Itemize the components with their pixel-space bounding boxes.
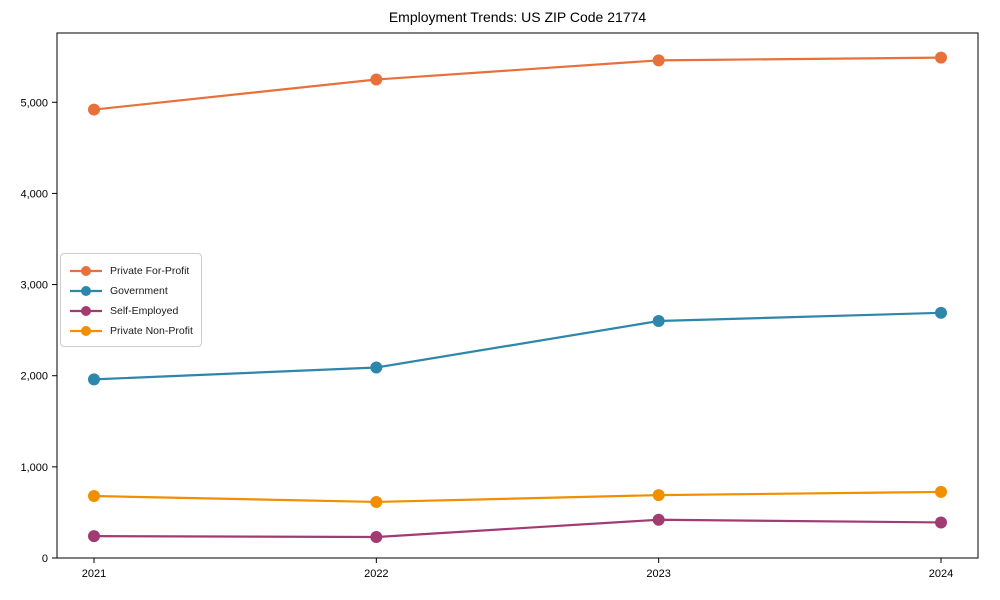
data-point-self-employed-2021 bbox=[88, 530, 100, 543]
series-line-private-for-profit bbox=[93, 56, 942, 111]
y-axis-tick-label: 2,000 bbox=[20, 371, 48, 383]
legend-label: Private Non-Profit bbox=[110, 324, 193, 337]
legend-marker-self-employed bbox=[70, 305, 102, 316]
legend-label: Government bbox=[110, 284, 168, 297]
data-point-private-for-profit-2022 bbox=[370, 73, 383, 86]
data-point-private-non-profit-2024 bbox=[935, 485, 947, 498]
chart-title: Employment Trends: US ZIP Code 21774 bbox=[388, 9, 647, 25]
data-point-government-2023 bbox=[652, 315, 665, 328]
data-point-private-for-profit-2023 bbox=[652, 54, 665, 67]
data-point-private-for-profit-2024 bbox=[935, 51, 947, 64]
series-line-government bbox=[93, 311, 942, 381]
y-axis-tick-label: 5,000 bbox=[20, 97, 48, 109]
x-axis-tick-label: 2022 bbox=[364, 568, 388, 580]
legend-item-private-for-profit: Private For-Profit bbox=[69, 261, 193, 280]
y-axis-tick-label: 1,000 bbox=[20, 462, 48, 474]
data-point-self-employed-2024 bbox=[935, 516, 947, 529]
x-axis-tick-label: 2024 bbox=[929, 568, 953, 580]
data-point-private-non-profit-2021 bbox=[88, 490, 100, 503]
data-point-government-2024 bbox=[935, 306, 947, 319]
legend-marker-private-non-profit bbox=[70, 325, 102, 336]
plot-border bbox=[56, 32, 979, 559]
legend-label: Self-Employed bbox=[110, 304, 179, 317]
legend-label: Private For-Profit bbox=[110, 264, 190, 277]
data-point-self-employed-2023 bbox=[652, 513, 665, 526]
legend: Private For-Profit Government Self-Employe… bbox=[60, 253, 202, 347]
legend-item-government: Government bbox=[69, 281, 193, 300]
legend-item-private-non-profit: Private Non-Profit bbox=[69, 321, 193, 340]
series-line-self-employed bbox=[93, 518, 942, 539]
y-axis-tick-label: 0 bbox=[42, 553, 48, 565]
legend-marker-government bbox=[70, 285, 102, 296]
legend-marker-private-for-profit bbox=[70, 265, 102, 276]
legend-item-self-employed: Self-Employed bbox=[69, 301, 193, 320]
data-point-self-employed-2022 bbox=[370, 531, 383, 544]
x-axis-tick-label: 2021 bbox=[82, 568, 106, 580]
series-line-private-non-profit bbox=[93, 490, 942, 504]
data-point-government-2021 bbox=[88, 373, 100, 386]
data-point-private-for-profit-2021 bbox=[88, 103, 100, 116]
data-point-private-non-profit-2022 bbox=[370, 495, 383, 508]
data-point-private-non-profit-2023 bbox=[652, 489, 665, 502]
y-axis-tick-label: 3,000 bbox=[20, 280, 48, 292]
data-point-government-2022 bbox=[370, 361, 383, 374]
x-axis-tick-label: 2023 bbox=[646, 568, 670, 580]
y-axis-tick-label: 4,000 bbox=[20, 188, 48, 200]
